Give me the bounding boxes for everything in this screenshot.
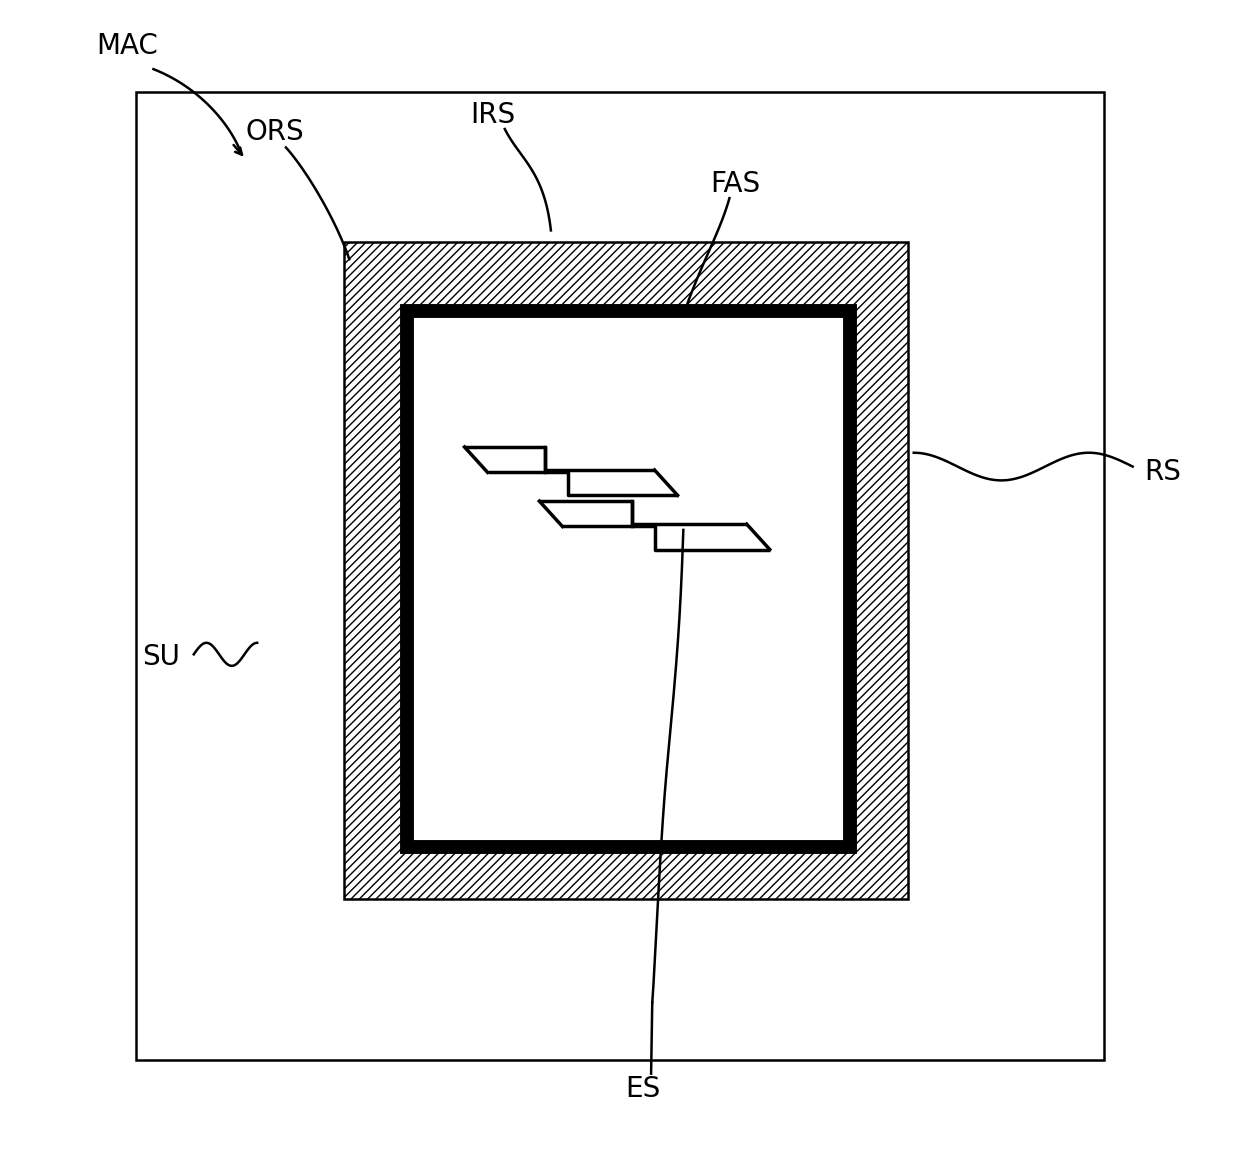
Text: ES: ES [625,1075,661,1102]
Text: RS: RS [1145,458,1180,486]
Text: ORS: ORS [246,119,304,146]
Text: FAS: FAS [711,170,760,198]
Bar [136,92,1104,1060]
Text: SU: SU [141,643,180,670]
Bar [428,332,830,826]
Text: IRS: IRS [471,101,516,129]
Bar [407,311,851,847]
Text: MAC: MAC [95,32,157,60]
Bar [343,242,908,899]
